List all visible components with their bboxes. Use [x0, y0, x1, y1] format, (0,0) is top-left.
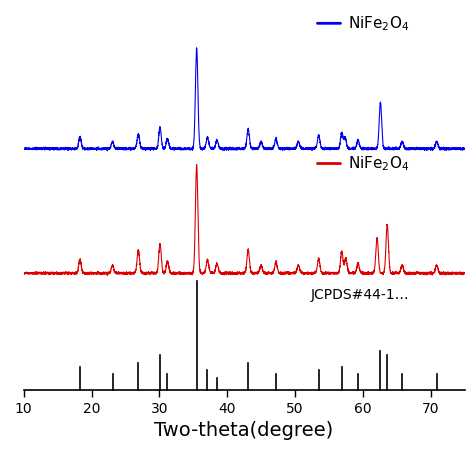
Text: NiFe$_2$O$_4$: NiFe$_2$O$_4$	[348, 14, 409, 33]
X-axis label: Two-theta(degree): Two-theta(degree)	[155, 421, 334, 440]
Text: NiFe$_2$O$_4$: NiFe$_2$O$_4$	[348, 154, 409, 173]
Text: JCPDS#44-1…: JCPDS#44-1…	[310, 289, 409, 302]
